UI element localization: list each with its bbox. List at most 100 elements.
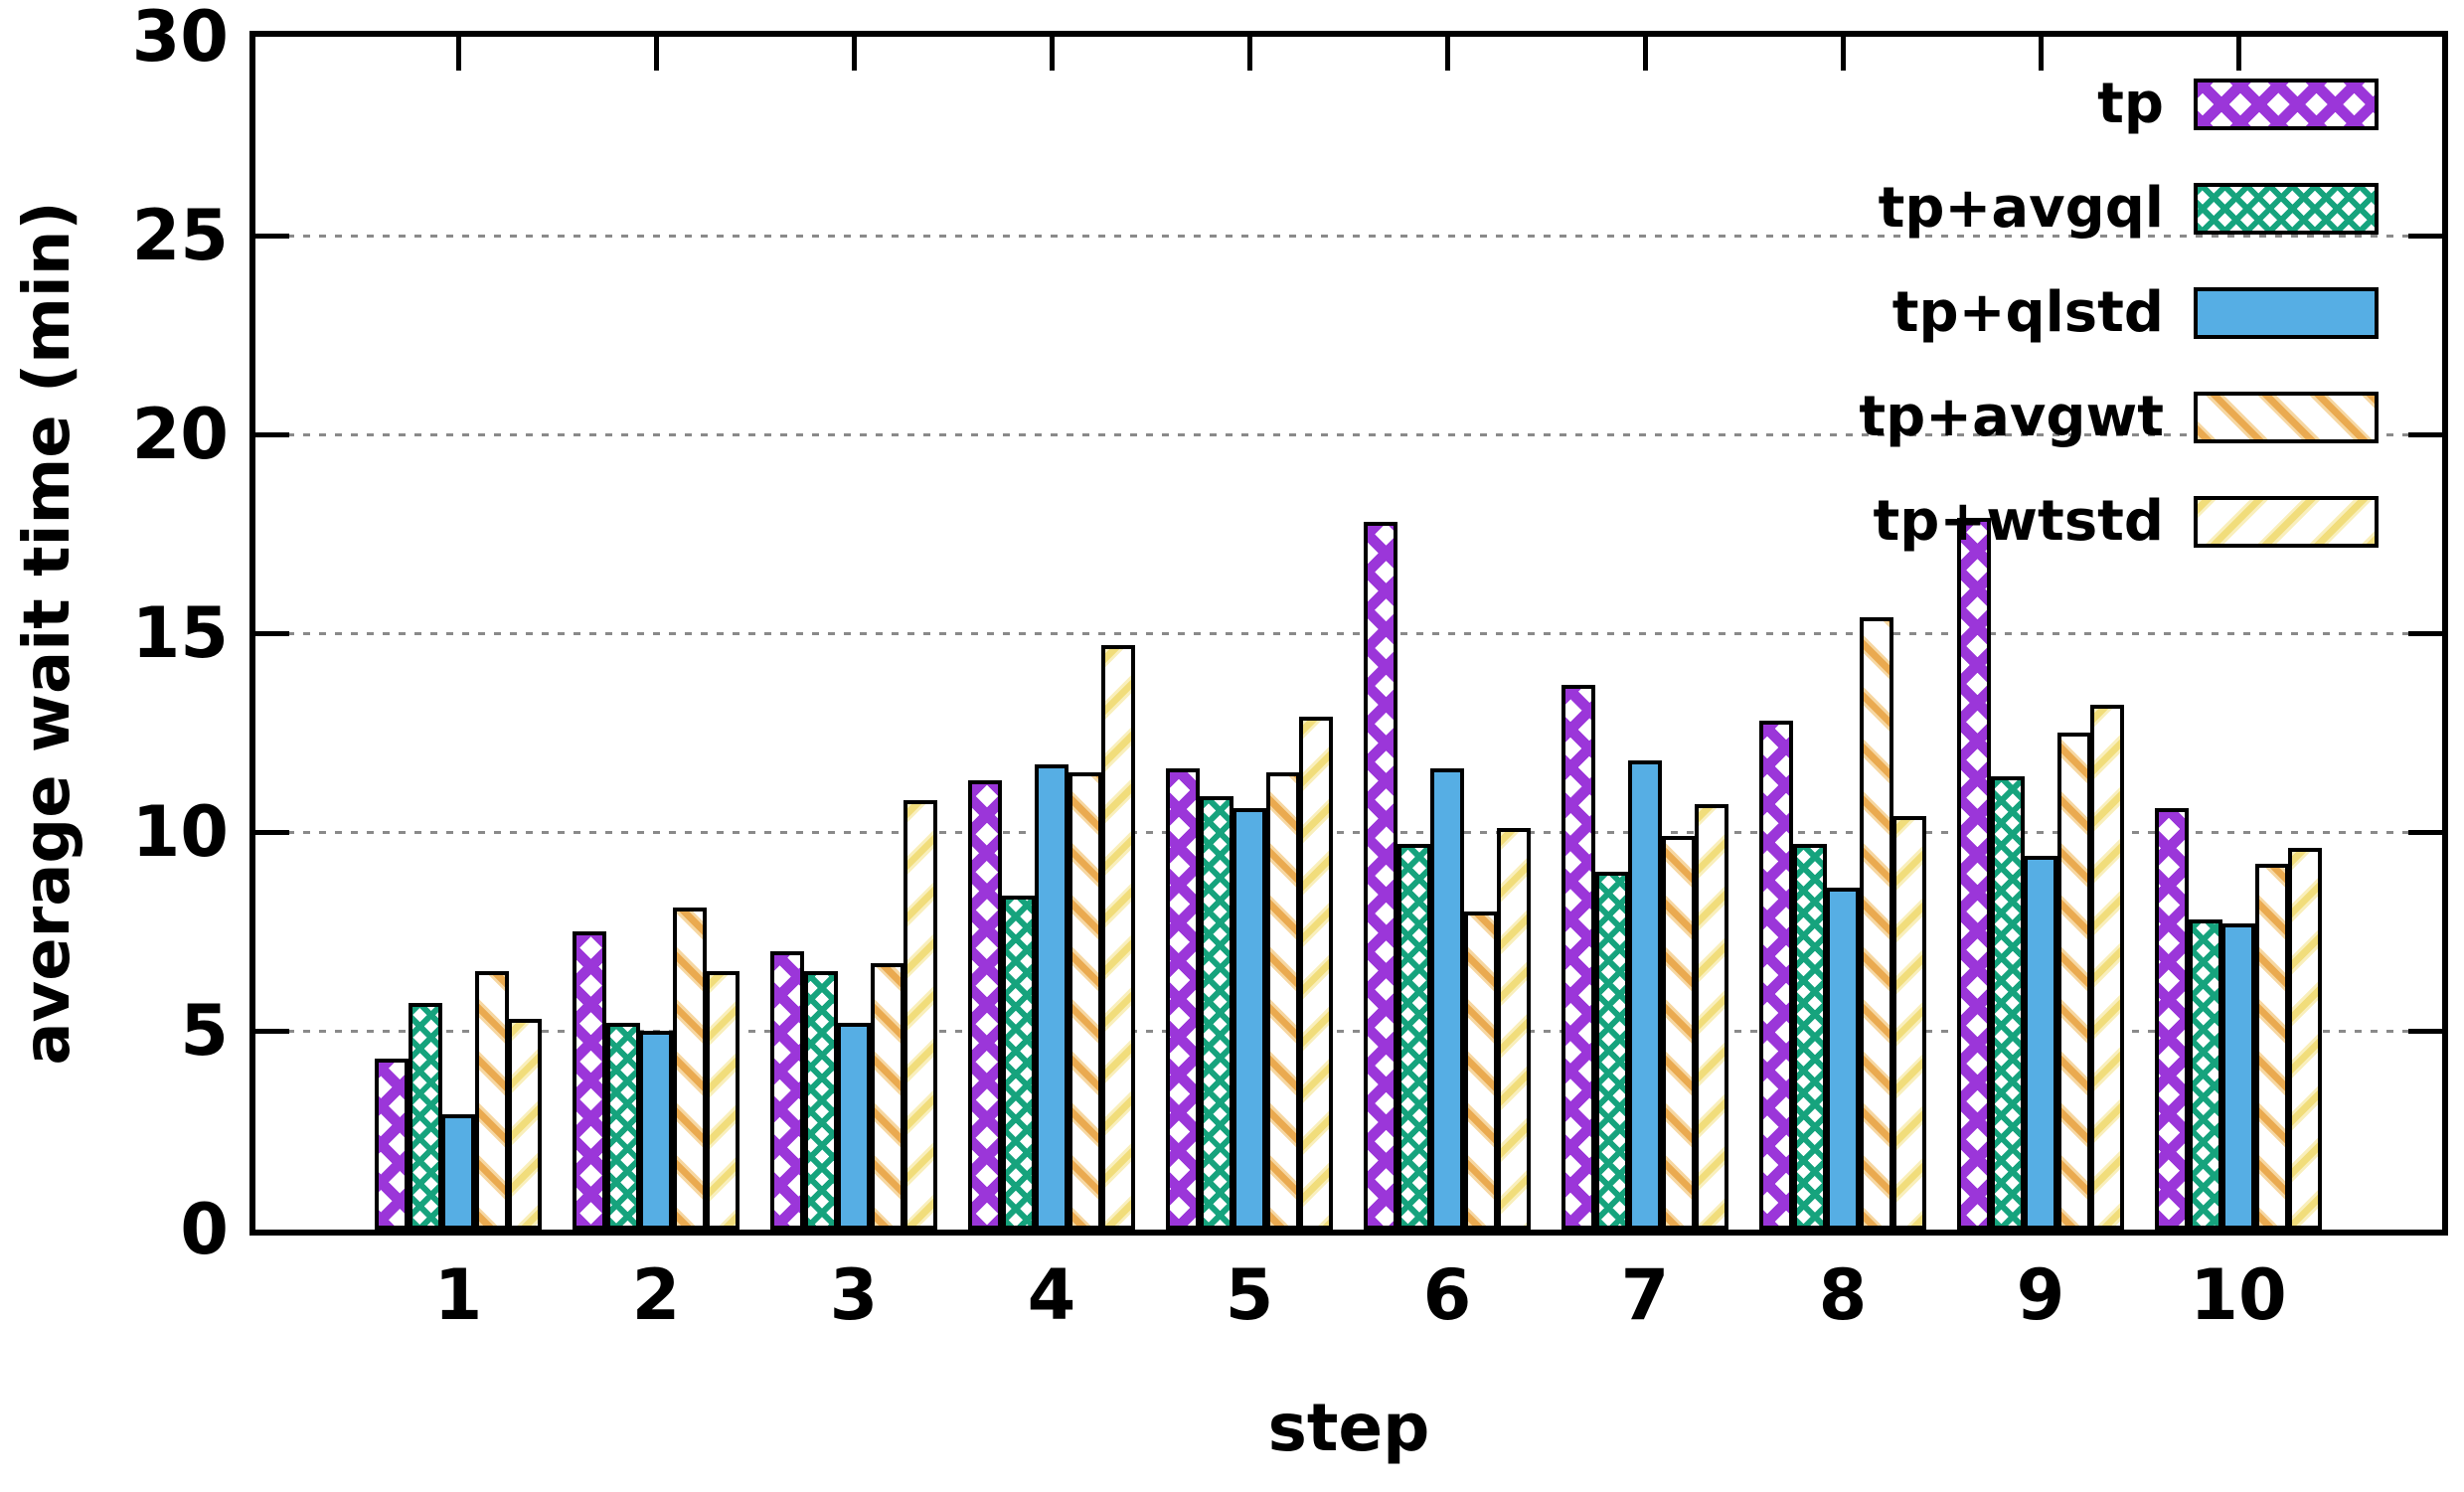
y-tick-label-10: 10 [131,791,229,873]
bar-tp-step-6 [1364,522,1397,1230]
legend-item-tp+wtstd: tp+wtstd [1874,489,2379,554]
bar-tp+avgql-step-3 [803,971,838,1230]
bar-tp+avgwt-step-2 [672,908,707,1230]
x-tick-top-3 [851,37,857,71]
plot-area [249,31,2448,1236]
y-tick-label-15: 15 [131,592,229,674]
bar-tp-step-1 [375,1059,409,1230]
x-tick-label-7: 7 [1620,1254,1670,1336]
bar-tp+avgwt-step-10 [2254,864,2289,1230]
bar-tp+qlstd-step-3 [837,1023,872,1230]
bar-tp+wtstd-step-7 [1695,804,1729,1230]
x-tick-label-10: 10 [2190,1254,2287,1336]
legend-label-tp+avgql: tp+avgql [1878,176,2164,241]
bar-tp+avgwt-step-9 [2056,733,2091,1230]
bar-tp+avgql-step-9 [1990,776,2025,1230]
legend-swatch-tp [2194,78,2379,130]
bar-tp+avgql-step-10 [2188,919,2222,1230]
bar-tp+wtstd-step-3 [903,800,938,1230]
x-tick-top-5 [1246,37,1252,71]
x-tick-label-8: 8 [1818,1254,1868,1336]
bar-tp+qlstd-step-1 [441,1114,476,1230]
bar-tp+wtstd-step-5 [1299,717,1334,1230]
bar-tp-step-9 [1957,518,1991,1230]
bar-tp+wtstd-step-6 [1497,828,1532,1230]
gridline-y-10 [255,830,2442,834]
bar-tp+avgql-step-6 [1396,844,1431,1230]
x-tick-label-1: 1 [433,1254,483,1336]
y-tick-label-0: 0 [180,1189,229,1270]
bar-tp+qlstd-step-5 [1232,808,1267,1230]
bar-tp+qlstd-step-10 [2221,923,2256,1230]
gridline-y-15 [255,631,2442,635]
bar-tp+avgwt-step-6 [1463,912,1498,1230]
bar-tp+avgql-step-8 [1792,844,1827,1230]
bar-tp+wtstd-step-10 [2288,848,2323,1230]
bar-tp+wtstd-step-8 [1892,816,1927,1230]
x-tick-label-6: 6 [1422,1254,1472,1336]
y-tick-right-20 [2408,431,2442,437]
gridline-y-20 [255,432,2442,436]
y-tick-right-5 [2408,1028,2442,1034]
x-tick-label-3: 3 [829,1254,879,1336]
x-tick-top-7 [1642,37,1648,71]
legend-swatch-tp+avgql [2194,182,2379,235]
bar-tp+qlstd-step-4 [1035,764,1069,1230]
legend-swatch-tp+wtstd [2194,495,2379,548]
y-tick-right-10 [2408,829,2442,835]
x-tick-label-2: 2 [631,1254,681,1336]
bar-tp+qlstd-step-8 [1826,888,1861,1230]
bar-tp+avgwt-step-5 [1265,772,1300,1230]
y-tick-left-25 [255,233,289,239]
gridline-y-5 [255,1029,2442,1033]
legend-swatch-tp+qlstd [2194,286,2379,339]
x-tick-top-1 [455,37,461,71]
bar-tp-step-4 [968,780,1002,1230]
bar-tp+qlstd-step-9 [2024,856,2058,1230]
bar-tp+avgwt-step-7 [1661,836,1696,1230]
x-tick-top-2 [653,37,659,71]
y-tick-left-10 [255,829,289,835]
legend: tp tp+avgql tp+qlstd tp+avgwt tp+wtstd [1859,72,2379,554]
bar-tp+avgql-step-5 [1199,796,1233,1230]
x-tick-label-4: 4 [1027,1254,1076,1336]
bar-tp-step-8 [1759,721,1793,1230]
y-tick-right-25 [2408,233,2442,239]
x-tick-top-9 [2038,37,2044,71]
y-tick-label-20: 20 [131,394,229,475]
bar-tp+qlstd-step-2 [639,1031,674,1230]
bar-tp-step-5 [1166,768,1200,1230]
bar-tp+avgwt-step-4 [1068,772,1102,1230]
y-tick-label-5: 5 [180,990,229,1072]
bar-tp-step-3 [770,951,804,1230]
bar-tp+wtstd-step-9 [2090,705,2125,1230]
bar-tp+qlstd-step-7 [1628,760,1663,1230]
x-tick-label-5: 5 [1225,1254,1274,1336]
bar-tp+avgql-step-2 [605,1023,640,1230]
x-tick-top-8 [1840,37,1846,71]
legend-label-tp+avgwt: tp+avgwt [1859,385,2164,449]
bar-tp+avgwt-step-3 [870,963,904,1230]
x-tick-top-4 [1049,37,1055,71]
bar-tp-step-10 [2155,808,2189,1230]
bar-tp+avgwt-step-8 [1859,617,1893,1230]
legend-label-tp: tp [2097,72,2164,136]
legend-swatch-tp+avgwt [2194,391,2379,443]
x-tick-top-10 [2235,37,2241,71]
gridline-y-25 [255,234,2442,238]
bar-tp+avgwt-step-1 [474,971,509,1230]
y-tick-label-30: 30 [131,0,229,78]
legend-item-tp: tp [2097,72,2379,136]
bar-tp+avgql-step-7 [1594,872,1629,1230]
x-tick-top-6 [1444,37,1450,71]
bar-tp+wtstd-step-2 [706,971,740,1230]
y-tick-label-25: 25 [131,195,229,276]
bar-tp-step-7 [1561,685,1595,1230]
bar-tp-step-2 [573,931,606,1230]
y-tick-left-5 [255,1028,289,1034]
bar-tp+avgql-step-4 [1001,896,1036,1230]
legend-item-tp+qlstd: tp+qlstd [1892,280,2379,345]
legend-label-tp+wtstd: tp+wtstd [1873,489,2164,554]
legend-item-tp+avgql: tp+avgql [1879,176,2379,241]
bar-tp+qlstd-step-6 [1430,768,1465,1230]
